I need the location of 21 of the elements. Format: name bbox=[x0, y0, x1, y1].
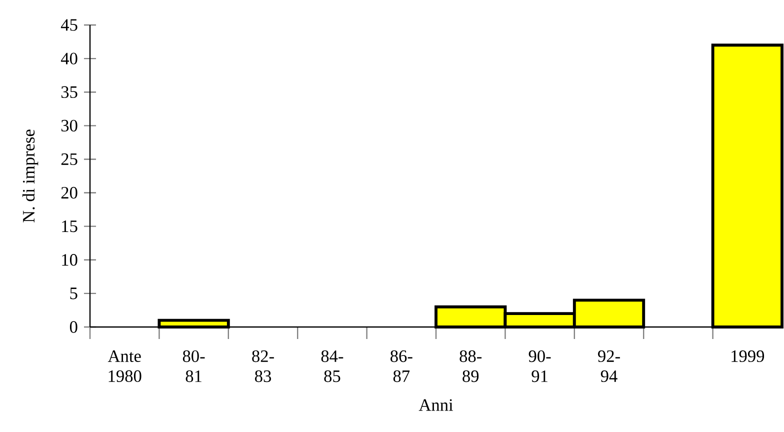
x-tick-label: 88-89 bbox=[460, 350, 482, 382]
y-tick-label: 30 bbox=[61, 120, 78, 132]
y-tick-label: 45 bbox=[60, 19, 78, 31]
x-tick-label: 1999 bbox=[732, 350, 764, 362]
y-tick-label: 5 bbox=[70, 288, 78, 300]
x-tick-label: 80-81 bbox=[182, 350, 205, 382]
x-tick-label: 90-91 bbox=[528, 350, 551, 382]
x-tick-label: 84-85 bbox=[321, 350, 344, 382]
x-tick-label: Ante 1980 bbox=[108, 350, 142, 382]
y-tick-label: 35 bbox=[61, 86, 78, 98]
x-axis-title: Anni bbox=[418, 399, 453, 411]
y-tick-label: 20 bbox=[61, 186, 78, 199]
x-tick-label: 86-87 bbox=[390, 350, 412, 382]
y-axis-title: N. di imprese bbox=[22, 130, 38, 222]
y-tick-label: 0 bbox=[70, 321, 78, 333]
y-tick-label: 40 bbox=[60, 52, 78, 64]
x-tick-label: 92-94 bbox=[598, 350, 620, 382]
x-tick-label: 82-83 bbox=[252, 350, 274, 382]
y-tick-label: 15 bbox=[62, 220, 78, 232]
y-tick-label: 25 bbox=[61, 153, 78, 166]
y-tick-label: 10 bbox=[62, 254, 78, 266]
